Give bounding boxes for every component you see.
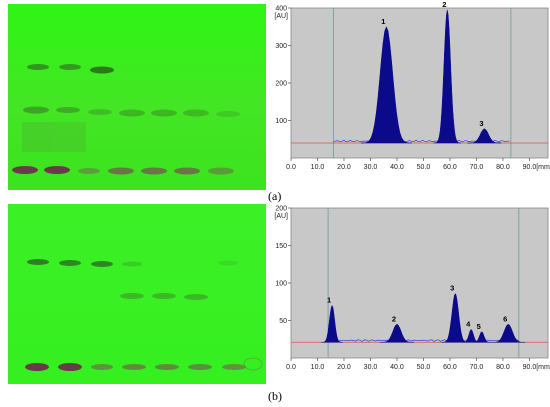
x-tick-label: 90.0 <box>523 164 537 171</box>
peak <box>491 324 526 343</box>
tlc-plate-b <box>8 204 266 384</box>
origin-spot <box>44 166 70 174</box>
origin-spot <box>174 167 200 175</box>
x-tick-label: 90.0 <box>523 364 537 371</box>
x-tick-label: 50.0 <box>417 164 431 171</box>
peak-label: 2 <box>392 314 396 323</box>
y-tick-label: 200 <box>275 81 287 88</box>
band <box>88 109 112 115</box>
chromatogram-a: [AU] 100 200 300 400 0.0 10.0 20.0 30.0 40.0 50.0 6… <box>266 0 550 196</box>
origin-spot <box>208 167 234 175</box>
y-tick-label: 400 <box>275 6 287 13</box>
band <box>59 260 81 266</box>
band <box>184 294 208 300</box>
tlc-plate-a <box>8 4 266 190</box>
origin-spot <box>12 166 38 174</box>
x-unit-label: [mm] <box>536 364 550 371</box>
x-tick-label: 30.0 <box>364 364 378 371</box>
band <box>216 111 240 117</box>
y-axis-label: [AU] <box>274 213 288 220</box>
band <box>23 106 49 114</box>
x-tick-label: 20.0 <box>337 164 351 171</box>
band <box>122 261 142 267</box>
band <box>218 260 238 266</box>
baseline-trace <box>328 339 520 342</box>
peak-label: 1 <box>381 17 385 26</box>
y-tick-label: 300 <box>275 43 287 50</box>
x-tick-label: 50.0 <box>417 364 431 371</box>
chromatogram-b-svg: [AU] 50 100 150 200 0.0 10.0 20.0 30.0 40.0 50.0 60… <box>274 206 550 372</box>
x-tick-label: 70.0 <box>470 364 484 371</box>
peak-label: 4 <box>466 320 471 329</box>
origin-spot <box>188 364 212 370</box>
band <box>27 259 49 265</box>
origin-spot <box>122 364 146 370</box>
peak <box>360 26 412 144</box>
y-tick-label: 50 <box>279 318 287 325</box>
x-tick-label: 40.0 <box>390 164 404 171</box>
peak-label: 1 <box>327 296 331 305</box>
peak-label: 2 <box>442 0 446 9</box>
origin-spot <box>78 168 100 174</box>
x-tick-label: 20.0 <box>337 364 351 371</box>
band <box>120 293 144 299</box>
y-axis-label: [AU] <box>274 13 288 20</box>
origin-spot <box>222 364 246 370</box>
origin-spot <box>91 364 113 370</box>
band <box>119 109 145 117</box>
band <box>27 64 49 70</box>
y-tick-label: 100 <box>275 118 287 125</box>
panel-label-a: (a) <box>268 189 282 203</box>
smear <box>22 122 54 152</box>
x-tick-label: 30.0 <box>364 164 378 171</box>
origin-spot <box>58 363 82 371</box>
peak <box>433 9 461 144</box>
band <box>183 109 209 117</box>
peak <box>379 324 415 343</box>
band <box>90 66 114 74</box>
peak-label: 3 <box>450 284 454 293</box>
y-tick-label: 100 <box>275 281 287 288</box>
peak-label: 6 <box>503 314 507 323</box>
peak-label: 5 <box>477 322 481 331</box>
peak <box>472 331 492 343</box>
peak <box>467 128 502 144</box>
chromatogram-b: [AU] 50 100 150 200 0.0 10.0 20.0 30.0 40.0 50.0 60… <box>266 200 550 396</box>
origin-spot <box>25 363 49 371</box>
chromatogram-a-svg: [AU] 100 200 300 400 0.0 10.0 20.0 30.0 40.0 50.0 6… <box>274 0 550 171</box>
plate-a-bands <box>12 64 240 175</box>
origin-spot <box>155 364 179 370</box>
x-tick-label: 60.0 <box>443 164 457 171</box>
x-tick-label: 10.0 <box>311 364 325 371</box>
band <box>91 261 113 267</box>
origin-spot <box>243 357 263 371</box>
plot-area <box>290 7 549 159</box>
x-tick-label: 80.0 <box>496 164 510 171</box>
x-tick-label: 0.0 <box>286 364 296 371</box>
x-tick-label: 70.0 <box>470 164 484 171</box>
y-tick-label: 150 <box>275 243 287 250</box>
x-tick-label: 10.0 <box>311 164 325 171</box>
x-tick-label: 60.0 <box>443 364 457 371</box>
x-unit-label: [mm] <box>536 164 550 171</box>
panel-label-b: (b) <box>268 389 282 403</box>
band <box>151 109 177 117</box>
smear <box>54 122 86 152</box>
origin-spot <box>141 167 167 175</box>
peak-label: 3 <box>479 119 483 128</box>
band <box>152 293 176 299</box>
band <box>56 107 80 113</box>
x-tick-label: 0.0 <box>286 164 296 171</box>
y-tick-label: 200 <box>275 206 287 213</box>
peak <box>321 304 343 343</box>
x-tick-label: 80.0 <box>496 364 510 371</box>
x-tick-label: 40.0 <box>390 364 404 371</box>
band <box>59 64 81 70</box>
plate-b-bands <box>25 259 263 371</box>
origin-spot <box>108 167 134 175</box>
